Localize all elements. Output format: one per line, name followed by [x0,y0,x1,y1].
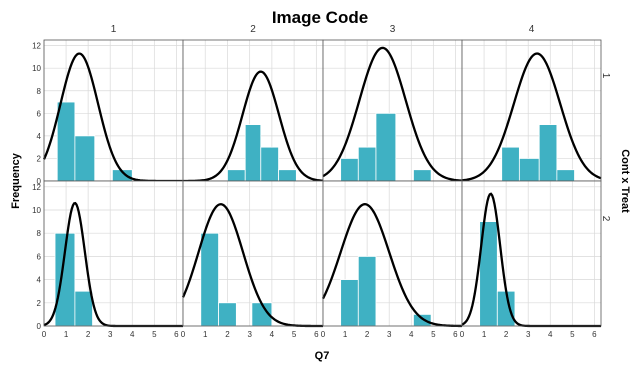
histogram-bar [538,124,558,182]
column-facet-label: 3 [390,24,396,35]
x-axis-title: Q7 [315,350,330,362]
column-facet-label: 1 [111,24,117,35]
y-tick-label: 8 [37,87,42,96]
y-tick-label: 12 [32,42,41,51]
column-facet-label: 2 [250,24,256,35]
panel-background [462,40,601,181]
y-tick-label: 6 [37,252,42,261]
panel-1-2 [182,39,324,183]
normal-curve [182,70,324,183]
panel-frame [461,180,602,327]
x-tick-label: 0 [460,330,465,339]
panel-1-1: 0 2 4 6 8 10 12 [32,39,184,186]
panel-2-2: 0 1 2 3 4 5 6 [181,180,324,339]
histogram-bar [375,112,397,182]
x-tick-label: 4 [270,330,275,339]
panel-2-3: 0 1 2 3 4 5 6 [321,180,463,339]
row-facet-label: 1 [600,73,611,79]
panel-1-4 [461,39,602,182]
row-facet-label: 2 [600,216,611,222]
y-tick-label: 8 [37,229,42,238]
x-tick-label: 5 [570,330,575,339]
x-tick-label: 0 [42,330,47,339]
histogram-bar [413,313,432,327]
histogram-bar [357,146,377,182]
x-tick-label: 6 [453,330,458,339]
row-facet-title: Cont x Treat [619,149,631,213]
chart-title: Image Code [272,8,368,27]
y-tick-label: 12 [32,183,41,192]
panel-2-4: 0 1 2 3 4 5 6 [460,180,602,339]
y-tick-label: 0 [37,177,42,186]
x-tick-label: 2 [86,330,91,339]
x-tick-label: 6 [592,330,597,339]
y-tick-label: 10 [32,206,41,215]
x-tick-label: 2 [225,330,230,339]
x-tick-label: 0 [321,330,326,339]
x-tick-label: 1 [482,330,487,339]
histogram-bar [357,255,377,327]
histogram-bar [340,279,359,327]
normal-curve [322,46,463,182]
histogram-bar [74,135,96,182]
y-tick-label: 2 [37,299,42,308]
histogram-bar [501,146,520,182]
x-tick-label: 3 [108,330,113,339]
histogram-bar [340,158,359,182]
histogram-bar [74,290,93,327]
x-tick-label: 4 [409,330,414,339]
x-tick-label: 5 [431,330,436,339]
y-tick-label: 4 [37,132,42,141]
x-tick-label: 6 [174,330,179,339]
histogram-bar [556,169,575,182]
histogram-bar [218,302,237,327]
y-tick-label: 6 [37,109,42,118]
normal-curve [461,52,602,182]
panel-1-3 [322,39,463,182]
y-tick-label: 4 [37,276,42,285]
x-tick-label: 4 [130,330,135,339]
histogram-bar [260,146,279,182]
histogram-bar [278,169,297,182]
x-tick-label: 2 [365,330,370,339]
x-tick-label: 3 [387,330,392,339]
histogram-bar [518,158,540,182]
x-tick-label: 5 [292,330,297,339]
y-tick-label: 0 [37,322,42,331]
histogram-bar [56,101,76,182]
y-tick-label: 2 [37,154,42,163]
histogram-bar [200,232,219,327]
x-tick-label: 1 [343,330,348,339]
x-tick-label: 1 [203,330,208,339]
x-tick-label: 0 [181,330,186,339]
x-tick-label: 1 [64,330,69,339]
x-tick-label: 4 [548,330,553,339]
normal-curve [321,203,463,328]
column-facet-label: 4 [529,24,535,35]
histogram-bar [413,169,432,182]
x-tick-label: 3 [526,330,531,339]
histogram-bar [244,124,262,182]
x-tick-label: 5 [152,330,157,339]
y-axis-title: Frequency [10,152,22,209]
x-tick-label: 3 [247,330,252,339]
histogram-bar [227,169,246,182]
x-tick-label: 6 [314,330,319,339]
x-tick-label: 2 [504,330,509,339]
y-tick-label: 10 [32,64,41,73]
